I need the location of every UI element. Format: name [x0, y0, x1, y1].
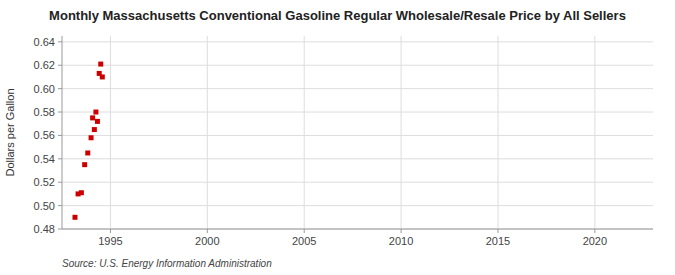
y-tick [58, 135, 62, 136]
y-grid-line [62, 182, 653, 183]
y-grid-line [62, 112, 653, 113]
y-grid-line [62, 229, 653, 230]
chart: Monthly Massachusetts Conventional Gasol… [0, 0, 675, 275]
point [85, 150, 90, 155]
point [100, 74, 105, 79]
x-tick [110, 229, 111, 233]
x-tick-label: 2020 [583, 235, 607, 247]
y-tick-label: 0.50 [34, 200, 55, 212]
y-tick-label: 0.60 [34, 83, 55, 95]
x-grid-line [401, 36, 402, 229]
source-note: Source: U.S. Energy Information Administ… [62, 258, 272, 269]
point [98, 62, 103, 67]
y-axis-line [62, 36, 63, 229]
y-tick [58, 112, 62, 113]
y-tick [58, 158, 62, 159]
x-axis-line [62, 229, 653, 230]
y-tick [58, 88, 62, 89]
y-tick-label: 0.64 [34, 36, 55, 48]
y-tick-label: 0.48 [34, 223, 55, 235]
y-grid-line [62, 135, 653, 136]
y-tick-label: 0.58 [34, 106, 55, 118]
y-grid-line [62, 88, 653, 89]
y-grid-line [62, 158, 653, 159]
y-tick [58, 41, 62, 42]
point [72, 215, 77, 220]
point [95, 119, 100, 124]
x-grid-line [497, 36, 498, 229]
y-tick [58, 229, 62, 230]
points [72, 62, 104, 220]
point [79, 190, 84, 195]
y-tick-label: 0.52 [34, 176, 55, 188]
point [82, 162, 87, 167]
grid [62, 36, 653, 229]
y-grid-line [62, 41, 653, 42]
x-tick-label: 2005 [292, 235, 316, 247]
title: Monthly Massachusetts Conventional Gasol… [49, 8, 626, 23]
x-grid-line [110, 36, 111, 229]
y-tick-label: 0.62 [34, 59, 55, 71]
point [93, 110, 98, 115]
x-tick-label: 2010 [389, 235, 413, 247]
y-grid-line [62, 205, 653, 206]
y-tick [58, 205, 62, 206]
point [89, 135, 94, 140]
y-tick [58, 65, 62, 66]
x-tick [304, 229, 305, 233]
x-grid-line [207, 36, 208, 229]
x-tick [497, 229, 498, 233]
x-tick [207, 229, 208, 233]
point [92, 127, 97, 132]
x-tick-label: 2015 [486, 235, 510, 247]
y-tick-label: 0.54 [34, 153, 55, 165]
x-tick [401, 229, 402, 233]
x-tick-label: 2000 [195, 235, 219, 247]
x-grid-line [304, 36, 305, 229]
x-tick-label: 1995 [98, 235, 122, 247]
y-grid-line [62, 65, 653, 66]
y-axis-label: Dollars per Gallon [4, 88, 16, 176]
x-grid-line [594, 36, 595, 229]
y-tick [58, 182, 62, 183]
x-tick [594, 229, 595, 233]
y-tick-label: 0.56 [34, 129, 55, 141]
point [90, 115, 95, 120]
